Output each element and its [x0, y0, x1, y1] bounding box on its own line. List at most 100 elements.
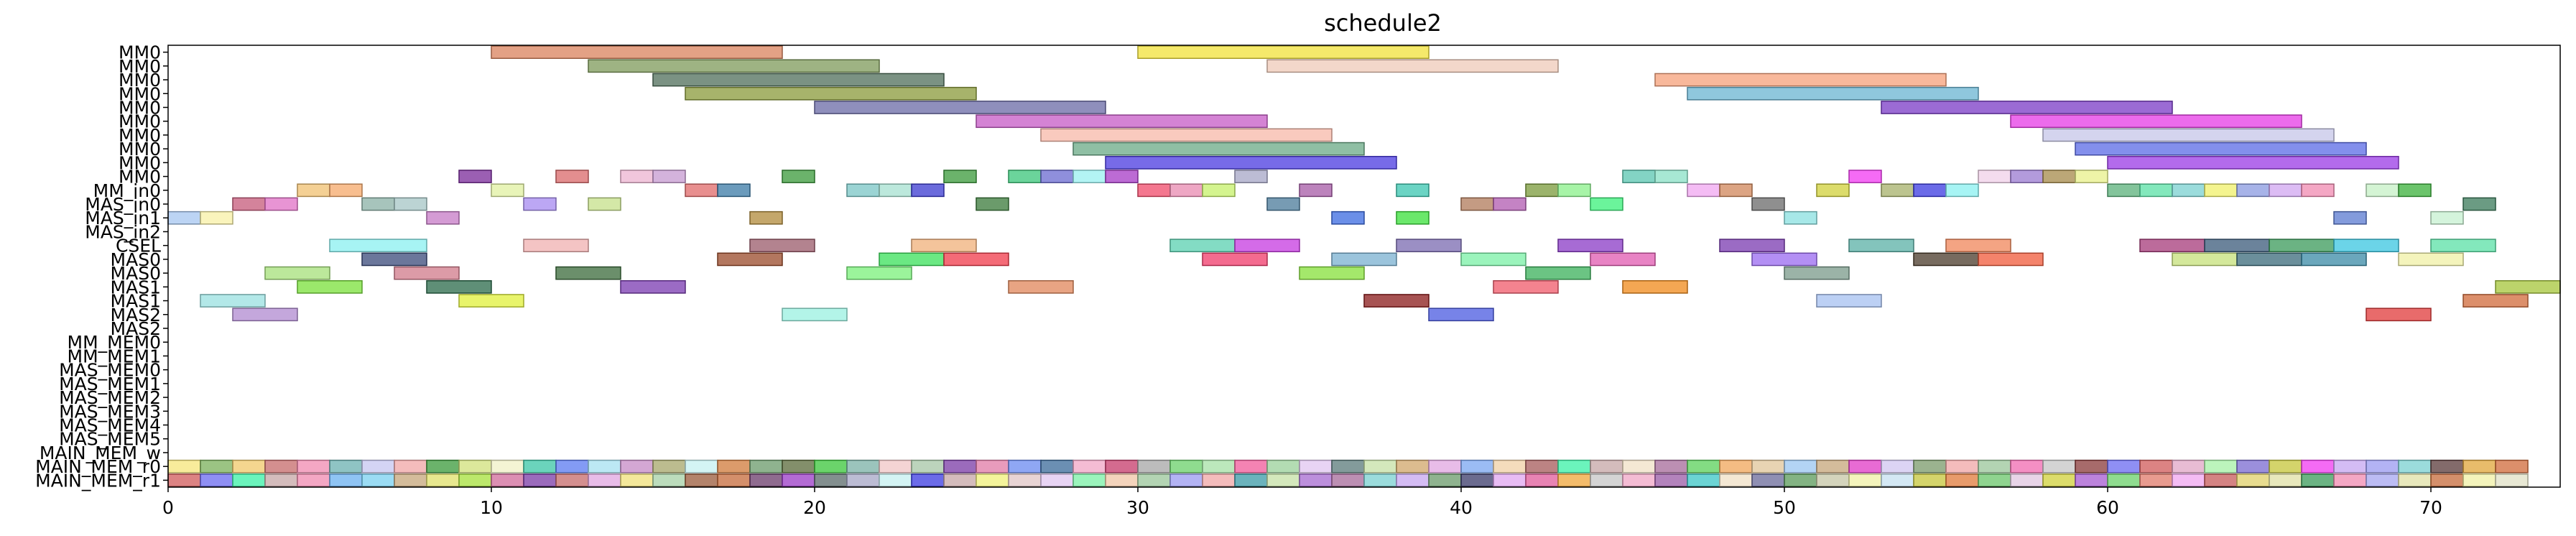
memory-cell [232, 459, 266, 473]
memory-cell [814, 459, 848, 473]
task-bar [1202, 252, 1268, 267]
memory-cell [1590, 473, 1623, 487]
task-bar [1784, 266, 1850, 280]
task-bar [2398, 252, 2464, 267]
memory-cell [1137, 473, 1171, 487]
memory-cell [2398, 459, 2432, 473]
memory-cell [394, 473, 427, 487]
task-bar [1105, 156, 1397, 170]
memory-cell [523, 473, 557, 487]
task-bar [1848, 239, 1914, 253]
memory-cell [1913, 473, 1947, 487]
memory-cell [1202, 459, 1236, 473]
task-bar [911, 239, 977, 253]
task-bar [1299, 183, 1333, 198]
memory-cell [911, 459, 945, 473]
x-tick-label: 20 [803, 497, 826, 518]
task-bar [1234, 170, 1268, 183]
memory-cell [394, 459, 427, 473]
task-bar [814, 101, 1106, 114]
task-bar [943, 170, 977, 183]
task-bar [232, 308, 298, 322]
task-bar [394, 266, 460, 280]
memory-cell [1719, 473, 1753, 487]
task-bar [2042, 170, 2076, 183]
memory-cell [491, 459, 524, 473]
task-bar [426, 211, 460, 225]
task-bar [2075, 142, 2367, 156]
task-bar [879, 252, 945, 267]
memory-cell [1687, 473, 1720, 487]
task-bar [2107, 183, 2141, 198]
memory-cell [426, 459, 460, 473]
memory-cell [200, 459, 233, 473]
task-bar [1881, 101, 2173, 114]
memory-cell [1234, 473, 1268, 487]
task-bar [976, 114, 1268, 129]
memory-cell [879, 473, 912, 487]
y-tick-label: CSEL [116, 236, 161, 257]
task-bar [976, 197, 1009, 211]
memory-cell [200, 473, 233, 487]
task-bar [1460, 197, 1494, 211]
x-tick-label: 30 [1126, 497, 1149, 518]
memory-cell [1751, 473, 1785, 487]
memory-cell [1945, 473, 1979, 487]
memory-cell [911, 473, 945, 487]
task-bar [1751, 197, 1785, 211]
memory-cell [491, 473, 524, 487]
memory-cell [717, 473, 751, 487]
task-bar [1396, 211, 1430, 225]
task-bar [1719, 183, 1753, 198]
memory-cell [749, 459, 783, 473]
memory-cell [1493, 459, 1526, 473]
memory-cell [264, 473, 298, 487]
task-bar [1331, 252, 1397, 267]
task-bar [1137, 45, 1430, 59]
task-bar [749, 211, 783, 225]
memory-cell [523, 459, 557, 473]
task-bar [1266, 59, 1559, 73]
memory-cell [1590, 459, 1623, 473]
y-tick-label: MM_MEM1 [68, 346, 161, 366]
memory-cell [846, 473, 880, 487]
memory-cell [1622, 459, 1656, 473]
task-bar [2495, 279, 2561, 294]
memory-cell [1719, 459, 1753, 473]
task-bar [717, 252, 783, 267]
memory-cell [1557, 473, 1591, 487]
task-bar [1913, 183, 1947, 198]
memory-cell [2333, 459, 2367, 473]
memory-cell [167, 473, 201, 487]
memory-cell [1654, 473, 1688, 487]
task-bar [491, 183, 524, 198]
task-bar [2010, 114, 2302, 129]
memory-cell [2236, 473, 2270, 487]
memory-cell [361, 473, 395, 487]
task-bar [1428, 308, 1494, 322]
y-axis: MM0MM0MM0MM0MM0MM0MM0MM0MM0MM0MM_in0MAS_… [35, 42, 168, 491]
task-bar [1557, 183, 1591, 198]
memory-cell [620, 473, 654, 487]
y-tick-label: MM0 [119, 70, 161, 91]
memory-cell [2042, 473, 2076, 487]
memory-cell [2107, 473, 2141, 487]
task-bar [1622, 170, 1656, 183]
task-bar [1590, 252, 1656, 267]
y-tick-label: MM0 [119, 56, 161, 77]
task-bar [297, 279, 363, 294]
task-bar [652, 73, 945, 87]
task-bar [555, 266, 621, 280]
task-bar [1493, 197, 1526, 211]
memory-cell [1784, 459, 1817, 473]
memory-cell [2075, 473, 2108, 487]
memory-cell [1848, 459, 1882, 473]
memory-cell [2366, 459, 2399, 473]
task-bar [1525, 266, 1591, 280]
memory-cell [652, 473, 686, 487]
memory-cell [2269, 459, 2302, 473]
task-bar [2172, 252, 2238, 267]
y-tick-label: MAS_MEM2 [59, 387, 161, 408]
memory-cell [943, 459, 977, 473]
